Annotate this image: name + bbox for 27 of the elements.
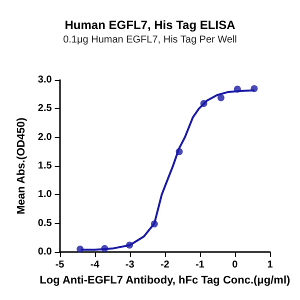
point: [200, 100, 208, 108]
y-tick-label: 3.0: [38, 74, 52, 86]
y-tick-label: 1.0: [38, 189, 52, 200]
point: [217, 94, 224, 102]
point: [150, 220, 158, 228]
x-tick-label: -3: [125, 260, 135, 270]
point: [234, 86, 241, 93]
point: [250, 85, 258, 92]
chart-subtitle: 0.1μg Human EGFL7, His Tag Per Well: [63, 34, 237, 46]
point: [176, 148, 183, 156]
point: [76, 246, 84, 253]
x-axis-title: Log Anti-EGFL7 Antibody, hFc Tag Conc.(μg/ml): [40, 274, 290, 286]
x-tick-label: 1: [267, 260, 274, 270]
y-tick-label: 1.5: [38, 160, 52, 172]
point: [126, 242, 134, 249]
x-tick-label: -2: [160, 260, 170, 270]
x-tick-label: -1: [195, 260, 205, 270]
x-tick-label: 0: [232, 260, 238, 270]
y-axis-title: Mean Abs.(OD450): [16, 117, 28, 214]
y-tick-label: 0.0: [38, 246, 52, 258]
y-tick-label: 0.5: [38, 218, 52, 229]
y-tick-label: 2.5: [38, 103, 52, 114]
point: [101, 245, 108, 252]
x-tick-label: -4: [90, 260, 100, 270]
y-tick-label: 2.0: [38, 132, 52, 143]
x-tick-label: -5: [55, 260, 65, 270]
chart-title: Human EGFL7, His Tag ELISA: [64, 18, 236, 32]
